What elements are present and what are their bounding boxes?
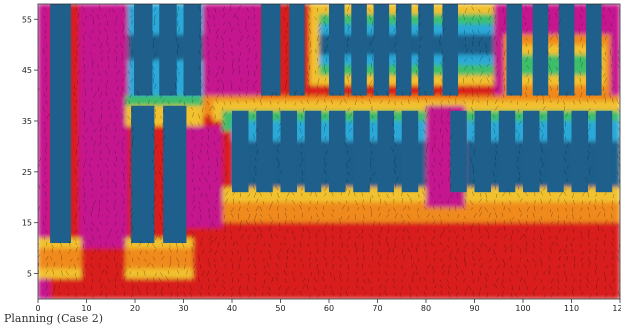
y-tick-label: 15 [22, 219, 32, 228]
obstacle-block [418, 4, 434, 96]
obstacle-block [232, 110, 249, 193]
obstacle-block [595, 110, 613, 193]
obstacle-block [351, 4, 367, 96]
x-tick-label: 30 [178, 304, 188, 313]
obstacle-block [183, 4, 201, 96]
obstacle-block [280, 110, 297, 193]
heat-region [38, 248, 82, 269]
obstacle-layer [50, 4, 613, 244]
x-tick-label: 70 [372, 304, 382, 313]
obstacle-block [261, 4, 281, 96]
velocity-arrows [38, 4, 620, 299]
obstacle-block [304, 110, 322, 193]
x-tick-label: 90 [469, 304, 479, 313]
obstacle-block [474, 110, 491, 193]
x-tick-label: 80 [421, 304, 431, 313]
obstacle-block [532, 4, 549, 96]
x-tick-label: 50 [275, 304, 285, 313]
heat-region [202, 4, 262, 96]
arrow-field [38, 4, 620, 299]
x-tick-label: 40 [227, 304, 237, 313]
x-tick-label: 0 [35, 304, 40, 313]
obstacle-block [523, 110, 540, 193]
figure-caption: Planning (Case 2) [4, 312, 103, 325]
y-tick-label: 35 [22, 117, 32, 126]
heat-region [222, 222, 620, 238]
y-tick-label: 5 [27, 270, 32, 279]
axes: 0 10 20 30 40 50 60 70 80 90 100 110 120 5 15 25 35 45 55 [22, 3, 621, 313]
x-tick-label: 20 [130, 304, 140, 313]
y-tick-label: 45 [22, 66, 32, 75]
x-tick-label: 120 [612, 304, 621, 313]
obstacle-block [159, 4, 177, 96]
heat-region [222, 202, 620, 223]
x-tick-label: 60 [324, 304, 334, 313]
obstacle-block [256, 110, 273, 193]
heat-region [125, 248, 194, 269]
obstacle-block [353, 110, 370, 193]
obstacle-block [558, 4, 575, 96]
obstacle-block [571, 110, 588, 193]
obstacle-block [329, 110, 346, 193]
obstacle-block [547, 110, 564, 193]
obstacle-block [377, 110, 394, 193]
heat-region [38, 4, 51, 299]
obstacle-block [450, 110, 467, 193]
obstacle-block [50, 4, 71, 244]
obstacle-block [131, 105, 155, 244]
x-tick-label: 110 [564, 304, 579, 313]
x-tick-label: 100 [515, 304, 530, 313]
obstacle-block [163, 105, 187, 244]
obstacle-block [395, 4, 412, 96]
heat-region [183, 126, 223, 228]
obstacle-block [498, 110, 516, 193]
obstacle-block [329, 4, 345, 96]
y-tick-label: 25 [22, 168, 32, 177]
obstacle-block [442, 4, 459, 96]
obstacle-block [586, 4, 602, 96]
obstacle-block [506, 4, 523, 96]
x-tick-label: 10 [81, 304, 91, 313]
obstacle-block [373, 4, 390, 96]
heat-region [79, 4, 128, 249]
obstacle-block [401, 110, 419, 193]
y-tick-label: 55 [22, 15, 32, 24]
obstacle-block [134, 4, 153, 96]
obstacle-block [289, 4, 305, 96]
